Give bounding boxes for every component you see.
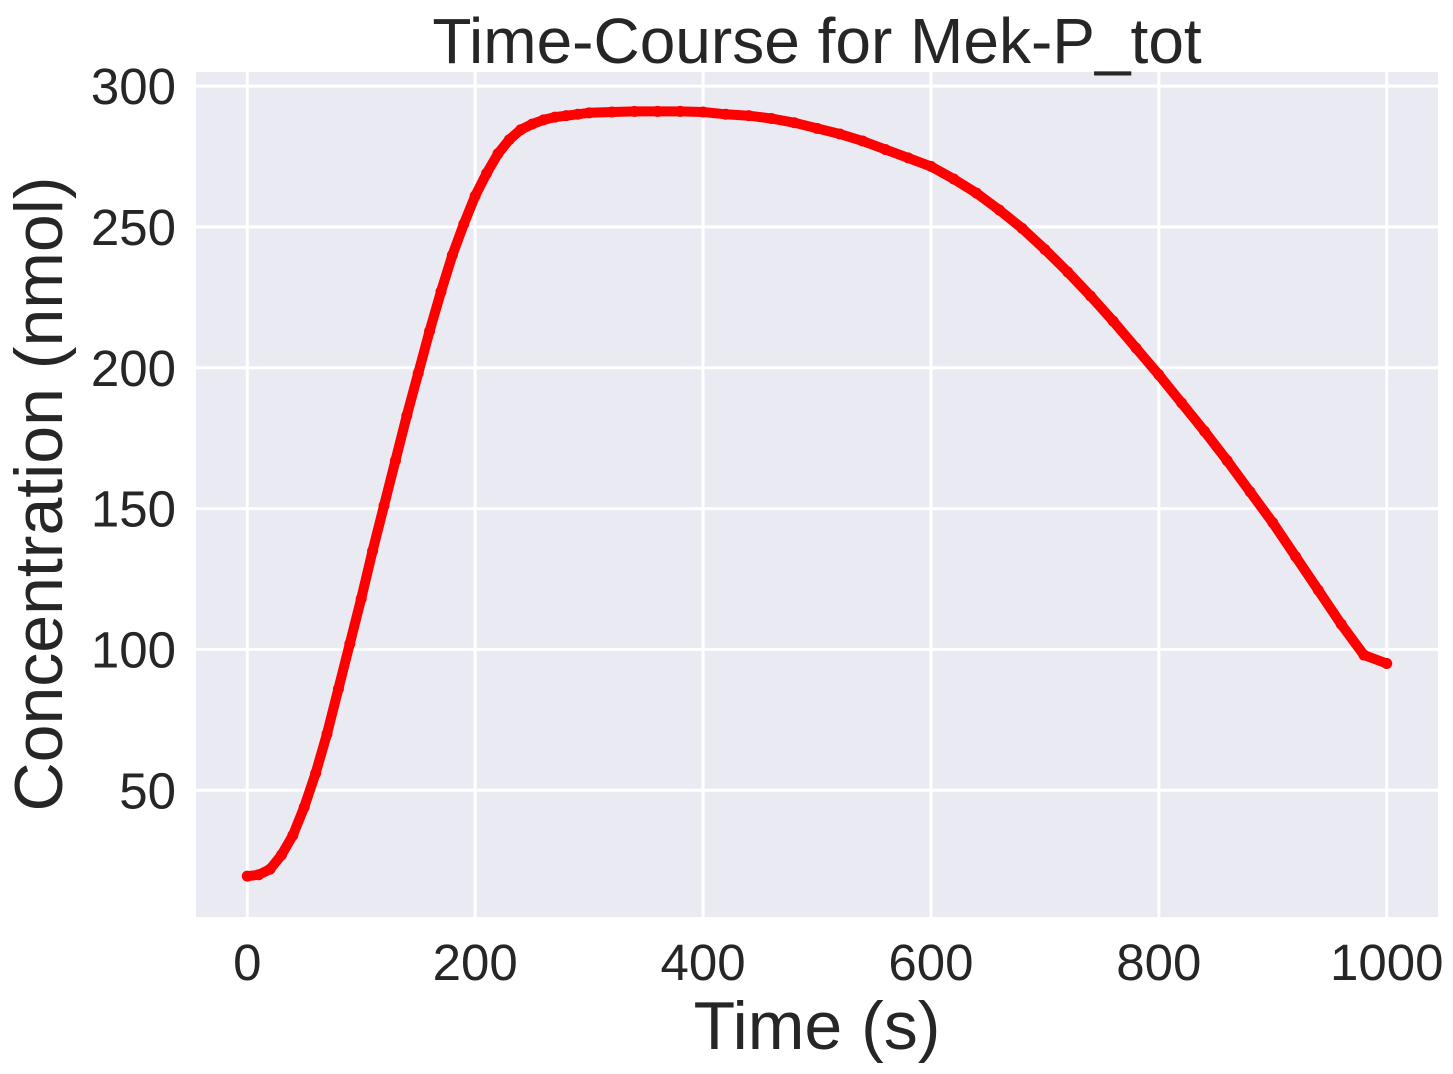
data-point	[344, 638, 356, 650]
data-point	[993, 204, 1005, 216]
x-tick-label: 1000	[1330, 934, 1443, 991]
plot-background	[196, 72, 1438, 917]
data-point	[857, 135, 869, 147]
x-tick-label: 0	[233, 934, 261, 991]
y-tick-labels: 50 100 150 200 250 300	[91, 58, 176, 819]
data-point	[572, 108, 584, 120]
data-point	[1381, 658, 1393, 669]
data-point	[788, 117, 800, 129]
data-point	[629, 105, 641, 117]
y-tick-label: 50	[119, 762, 176, 819]
data-point	[241, 870, 253, 882]
data-point	[1153, 369, 1165, 381]
data-point	[697, 106, 709, 118]
grid	[196, 72, 1438, 917]
series-line	[242, 106, 1392, 882]
data-point	[811, 122, 823, 134]
data-point	[253, 869, 265, 881]
data-point	[1039, 243, 1051, 255]
data-point	[1221, 455, 1233, 467]
data-point	[287, 829, 299, 841]
data-point	[651, 105, 663, 117]
data-point	[492, 148, 504, 160]
y-tick-label: 300	[91, 58, 176, 115]
data-point	[355, 593, 367, 605]
x-tick-label: 400	[661, 934, 746, 991]
data-point	[332, 683, 344, 695]
data-point	[948, 173, 960, 185]
data-point	[401, 410, 413, 422]
x-axis-label: Time (s)	[694, 988, 941, 1064]
data-point	[971, 187, 983, 199]
data-point	[367, 545, 379, 557]
data-point	[378, 500, 390, 512]
data-point	[743, 110, 755, 122]
data-point	[310, 767, 322, 779]
data-point	[1107, 315, 1119, 327]
data-point	[515, 124, 527, 136]
y-tick-label: 100	[91, 621, 176, 678]
data-point	[1176, 397, 1188, 409]
data-point	[1290, 550, 1302, 562]
data-point	[606, 106, 618, 118]
data-point	[834, 128, 846, 140]
data-point	[1267, 517, 1279, 529]
data-point	[538, 114, 550, 126]
data-point	[1244, 486, 1256, 498]
x-tick-labels: 0 200 400 600 800 1000	[233, 934, 1443, 991]
data-point	[1198, 425, 1210, 437]
data-point	[583, 107, 595, 119]
data-point	[720, 108, 732, 120]
data-point	[560, 110, 572, 122]
data-point	[674, 105, 686, 117]
data-point	[1130, 342, 1142, 354]
data-point	[458, 218, 470, 230]
data-point	[264, 863, 276, 875]
data-point	[1358, 649, 1370, 661]
data-point	[879, 143, 891, 155]
data-point	[503, 134, 515, 146]
data-point	[1084, 290, 1096, 302]
data-point	[389, 455, 401, 467]
x-tick-label: 200	[433, 934, 518, 991]
x-tick-label: 600	[888, 934, 973, 991]
data-point	[1312, 584, 1324, 596]
y-tick-label: 250	[91, 199, 176, 256]
data-point	[1016, 222, 1028, 234]
data-point	[298, 801, 310, 813]
data-point	[1062, 266, 1074, 278]
data-point	[275, 849, 287, 861]
y-tick-label: 200	[91, 340, 176, 397]
data-point	[321, 728, 333, 740]
data-point	[424, 325, 436, 337]
data-point	[902, 152, 914, 164]
data-point	[549, 111, 561, 123]
y-tick-label: 150	[91, 481, 176, 538]
data-point	[446, 249, 458, 261]
data-point	[1335, 618, 1347, 630]
chart-title: Time-Course for Mek-P_tot	[432, 5, 1202, 77]
data-point	[765, 112, 777, 124]
data-point	[412, 367, 424, 379]
data-point	[925, 160, 937, 172]
y-axis-label: Concentration (nmol)	[1, 177, 77, 812]
x-tick-label: 800	[1116, 934, 1201, 991]
data-point	[435, 286, 447, 298]
data-point	[469, 190, 481, 202]
data-point	[526, 118, 538, 130]
data-series	[241, 105, 1393, 882]
data-point	[481, 167, 493, 179]
